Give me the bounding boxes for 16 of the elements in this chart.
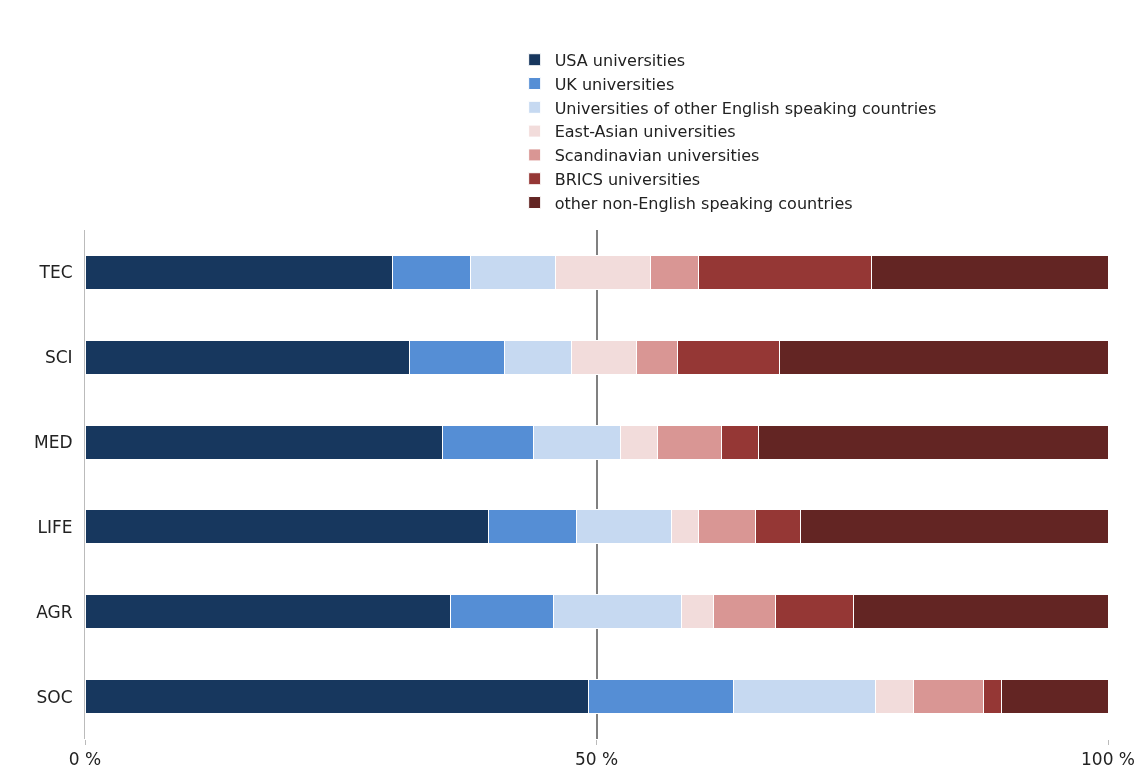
y-tick-label: TEC: [38, 262, 73, 283]
legend-label: East-Asian universities: [554, 122, 736, 142]
legend-label: BRICS universities: [554, 169, 701, 189]
x-tick-label: 100 %: [1080, 749, 1136, 770]
y-tick-label: AGR: [36, 601, 73, 622]
legend-label: other non-English speaking countries: [554, 193, 853, 213]
y-tick-label: MED: [34, 432, 73, 453]
y-tick-label: SOC: [36, 686, 73, 707]
y-tick-label: SCI: [44, 347, 73, 368]
x-tick-label: 0 %: [68, 749, 102, 770]
legend-label: Scandinavian universities: [554, 146, 760, 166]
x-tick-label: 50 %: [574, 749, 619, 770]
legend-label: UK universities: [554, 74, 675, 94]
legend-label: USA universities: [554, 50, 686, 70]
y-tick-label: LIFE: [37, 516, 73, 537]
legend-label: Universities of other English speaking countries: [554, 98, 937, 118]
